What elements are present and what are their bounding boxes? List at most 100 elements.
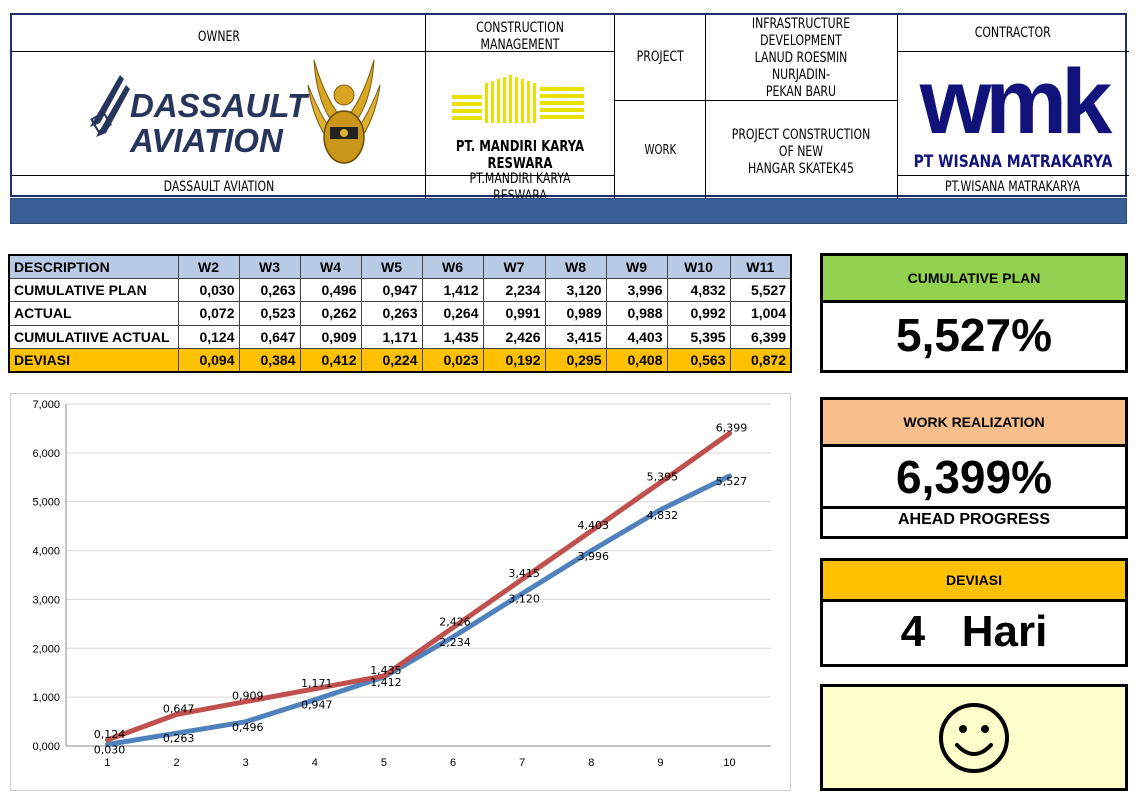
table-cell: 0,072	[177, 301, 240, 326]
table-cell: 0,262	[299, 301, 362, 326]
progress-table: DESCRIPTION W2 W3 W4 W5 W6 W7 W8 W9 W10 …	[8, 254, 792, 373]
table-cell: 0,384	[238, 348, 301, 373]
work-value: PROJECT CONSTRUCTION OF NEW HANGAR SKATE…	[731, 127, 871, 177]
data-label: 3,120	[508, 593, 540, 606]
table-row-deviasi: DEVIASI 0,094 0,384 0,412 0,224 0,023 0,…	[8, 348, 792, 373]
table-header-row: DESCRIPTION W2 W3 W4 W5 W6 W7 W8 W9 W10 …	[8, 254, 792, 279]
table-cell: 6,399	[729, 324, 792, 350]
cumulative-plan-title: CUMULATIVE PLAN	[823, 256, 1125, 303]
table-header-cell: W3	[238, 254, 301, 279]
table-header-cell: W11	[729, 254, 792, 279]
y-tick-label: 4,000	[32, 546, 60, 558]
row-label: DEVIASI	[8, 348, 179, 373]
table-cell: 0,408	[605, 348, 668, 373]
owner-title: OWNER	[197, 28, 240, 45]
x-tick-label: 8	[588, 757, 594, 769]
table-cell: 5,527	[729, 277, 792, 303]
row-label: CUMULATIIVE ACTUAL	[8, 324, 179, 350]
table-header-cell: W2	[177, 254, 240, 279]
data-label: 5,527	[716, 475, 748, 488]
x-tick-label: 5	[381, 757, 387, 769]
progress-status: AHEAD PROGRESS	[897, 511, 1051, 528]
table-cell: 0,263	[360, 301, 423, 326]
data-label: 6,399	[716, 421, 748, 434]
table-cell: 0,523	[238, 301, 301, 326]
data-label: 4,832	[647, 509, 679, 522]
project-value: INFRASTRUCTURE DEVELOPMENT LANUD ROESMIN…	[751, 15, 851, 100]
cm-name: PT.MANDIRI KARYA RESWARA	[469, 170, 571, 204]
series-line-2	[105, 430, 732, 743]
data-label: 1,412	[370, 676, 402, 689]
table-cell: 5,395	[666, 324, 731, 350]
table-cell: 4,403	[605, 324, 668, 350]
svg-text:wmk: wmk	[919, 51, 1113, 153]
contractor-title: CONTRACTOR	[975, 24, 1051, 41]
project-header: OWNER DASSAULT AVIATION DASSA	[10, 13, 1129, 204]
table-cell: 0,263	[238, 277, 301, 303]
table-cell: 0,989	[544, 301, 607, 326]
data-label: 2,426	[439, 615, 471, 628]
project-label: PROJECT	[636, 49, 684, 65]
work-label: WORK	[644, 142, 676, 158]
data-label: 2,234	[439, 636, 471, 649]
data-label: 5,395	[647, 470, 679, 483]
table-header-cell: W6	[421, 254, 484, 279]
table-row-actual: ACTUAL 0,072 0,523 0,262 0,263 0,264 0,9…	[8, 301, 792, 326]
table-cell: 0,264	[421, 301, 484, 326]
data-label: 1,435	[370, 664, 402, 677]
table-cell: 4,832	[666, 277, 731, 303]
y-tick-label: 5,000	[32, 497, 60, 509]
table-cell: 0,872	[729, 348, 792, 373]
status-indicator-panel	[820, 684, 1128, 791]
data-label: 0,263	[163, 732, 195, 745]
table-header-cell: W8	[544, 254, 607, 279]
row-label: ACTUAL	[8, 301, 179, 326]
y-tick-label: 2,000	[32, 643, 60, 655]
table-cell: 1,435	[421, 324, 484, 350]
owner-logo: DASSAULT AVIATION	[82, 55, 412, 170]
x-tick-label: 3	[243, 757, 249, 769]
wmk-logo: wmk PT WISANA MATRAKARYA	[897, 51, 1129, 175]
table-cell: 0,992	[666, 301, 731, 326]
air-force-emblem-icon	[307, 59, 381, 164]
row-label: CUMULATIVE PLAN	[8, 277, 179, 303]
table-cell: 0,412	[299, 348, 362, 373]
y-tick-label: 7,000	[32, 399, 60, 411]
table-row-cumulative-plan: CUMULATIVE PLAN 0,030 0,263 0,496 0,947 …	[8, 277, 792, 303]
work-realization-value: 6,399%	[823, 447, 1125, 509]
table-cell: 0,991	[482, 301, 546, 326]
x-tick-label: 2	[174, 757, 180, 769]
cumulative-plan-panel: CUMULATIVE PLAN 5,527%	[820, 253, 1128, 373]
work-realization-panel: WORK REALIZATION 6,399% AHEAD PROGRESS	[820, 397, 1128, 539]
header-divider-bar	[10, 198, 1127, 224]
contractor-name: PT.WISANA MATRAKARYA	[945, 179, 1081, 195]
table-cell: 0,647	[238, 324, 301, 350]
data-label: 0,647	[163, 702, 195, 715]
line-chart: 0,000 1,000 2,000 3,000 4,000 5,000 6,000 7,000…	[32, 399, 771, 769]
data-label: 3,415	[508, 567, 540, 580]
progress-chart: 0,000 1,000 2,000 3,000 4,000 5,000 6,000 7,000…	[10, 393, 791, 791]
y-tick-label: 0,000	[32, 741, 60, 753]
table-cell: 0,988	[605, 301, 668, 326]
data-label: 0,947	[301, 699, 333, 712]
mandiri-logo-icon	[452, 73, 592, 133]
table-cell: 0,496	[299, 277, 362, 303]
cm-logo-caption: PT. MANDIRI KARYA RESWARA	[455, 137, 585, 172]
data-label: 0,909	[232, 690, 264, 703]
data-label: 1,171	[301, 677, 333, 690]
deviasi-panel: DEVIASI 4 Hari	[820, 558, 1128, 667]
data-label: 0,124	[94, 728, 126, 741]
table-cell: 1,004	[729, 301, 792, 326]
data-label: 0,496	[232, 721, 264, 734]
table-header-cell: W5	[360, 254, 423, 279]
table-cell: 0,909	[299, 324, 362, 350]
y-tick-label: 3,000	[32, 594, 60, 606]
svg-text:AVIATION: AVIATION	[129, 122, 284, 159]
table-header-cell: DESCRIPTION	[8, 254, 179, 279]
table-cell: 0,563	[666, 348, 731, 373]
y-tick-label: 6,000	[32, 448, 60, 460]
table-header-cell: W7	[482, 254, 546, 279]
x-tick-label: 7	[519, 757, 525, 769]
cumulative-plan-value: 5,527%	[895, 309, 1052, 361]
x-tick-label: 10	[723, 757, 735, 769]
